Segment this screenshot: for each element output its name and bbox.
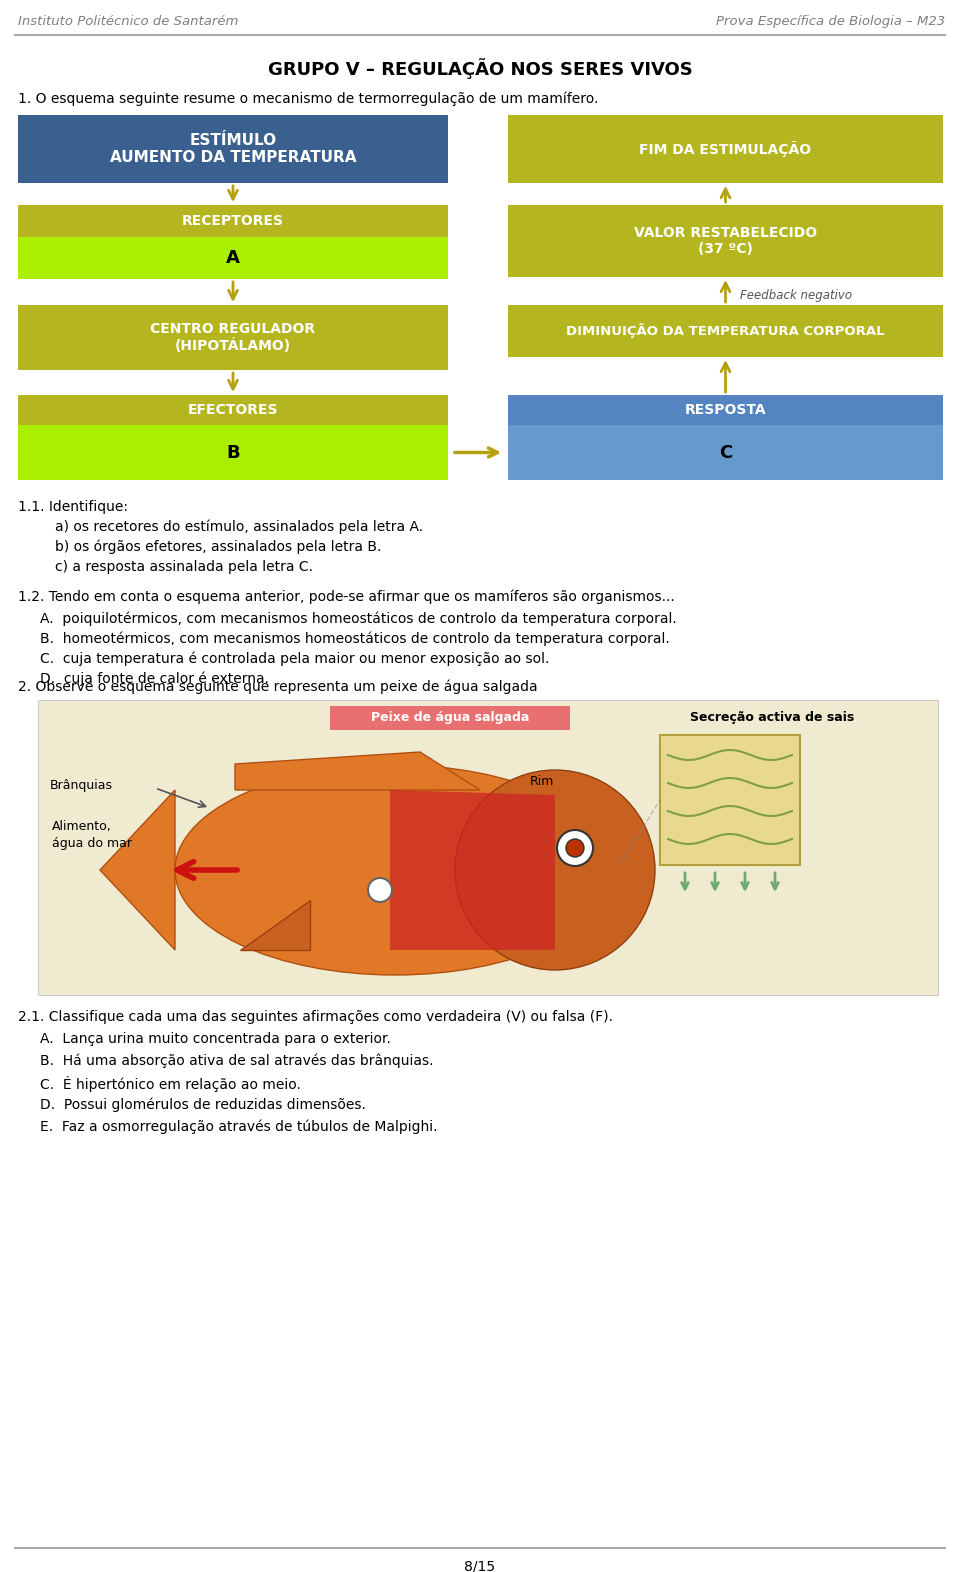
- Text: Secreção activa de sais: Secreção activa de sais: [690, 712, 854, 725]
- Text: B: B: [227, 443, 240, 462]
- Text: Instituto Politécnico de Santarém: Instituto Politécnico de Santarém: [18, 16, 238, 28]
- Text: Rim: Rim: [530, 775, 554, 788]
- Text: GRUPO V – REGULAÇÃO NOS SERES VIVOS: GRUPO V – REGULAÇÃO NOS SERES VIVOS: [268, 58, 692, 79]
- Bar: [18, 424, 448, 479]
- Circle shape: [566, 839, 584, 857]
- Bar: [18, 305, 448, 369]
- Text: C: C: [719, 443, 732, 462]
- Text: RECEPTORES: RECEPTORES: [182, 214, 284, 228]
- Text: c) a resposta assinalada pela letra C.: c) a resposta assinalada pela letra C.: [55, 560, 313, 574]
- Text: FIM DA ESTIMULAÇÃO: FIM DA ESTIMULAÇÃO: [639, 141, 811, 157]
- Text: DIMINUIÇÃO DA TEMPERATURA CORPORAL: DIMINUIÇÃO DA TEMPERATURA CORPORAL: [566, 324, 885, 338]
- Text: A.  poiquilotérmicos, com mecanismos homeostáticos de controlo da temperatura co: A. poiquilotérmicos, com mecanismos home…: [40, 612, 677, 627]
- Text: D.  Possui glomérulos de reduzidas dimensões.: D. Possui glomérulos de reduzidas dimens…: [40, 1097, 366, 1113]
- Text: C.  cuja temperatura é controlada pela maior ou menor exposição ao sol.: C. cuja temperatura é controlada pela ma…: [40, 652, 549, 667]
- Bar: [660, 736, 800, 865]
- Text: VALOR RESTABELECIDO
(37 ºC): VALOR RESTABELECIDO (37 ºC): [634, 226, 817, 256]
- Bar: [508, 115, 943, 182]
- Text: CENTRO REGULADOR
(HIPOTÁLAMO): CENTRO REGULADOR (HIPOTÁLAMO): [151, 322, 316, 354]
- Polygon shape: [240, 901, 310, 949]
- Text: D.  cuja fonte de calor é externa.: D. cuja fonte de calor é externa.: [40, 671, 269, 687]
- Text: 2. Observe o esquema seguinte que representa um peixe de água salgada: 2. Observe o esquema seguinte que repres…: [18, 681, 538, 695]
- Text: a) os recetores do estímulo, assinalados pela letra A.: a) os recetores do estímulo, assinalados…: [55, 520, 423, 534]
- Polygon shape: [100, 791, 175, 949]
- Ellipse shape: [455, 770, 655, 970]
- Text: 1. O esquema seguinte resume o mecanismo de termorregulação de um mamífero.: 1. O esquema seguinte resume o mecanismo…: [18, 93, 598, 107]
- Text: EFECTORES: EFECTORES: [188, 402, 278, 417]
- Text: ESTÍMULO
AUMENTO DA TEMPERATURA: ESTÍMULO AUMENTO DA TEMPERATURA: [109, 132, 356, 165]
- Text: Prova Específica de Biologia – M23: Prova Específica de Biologia – M23: [716, 16, 945, 28]
- Polygon shape: [390, 791, 555, 949]
- Text: Brânquias: Brânquias: [50, 778, 113, 791]
- Text: Alimento,
água do mar: Alimento, água do mar: [52, 821, 132, 850]
- Text: B.  Há uma absorção ativa de sal através das brânquias.: B. Há uma absorção ativa de sal através …: [40, 1053, 434, 1069]
- Text: A: A: [226, 248, 240, 267]
- Text: C.  É hipertónico em relação ao meio.: C. É hipertónico em relação ao meio.: [40, 1075, 300, 1093]
- Bar: [330, 706, 570, 729]
- Text: 1.1. Identifique:: 1.1. Identifique:: [18, 500, 128, 514]
- Circle shape: [557, 830, 593, 866]
- Text: b) os órgãos efetores, assinalados pela letra B.: b) os órgãos efetores, assinalados pela …: [55, 541, 381, 555]
- Bar: [508, 204, 943, 277]
- Bar: [18, 204, 448, 237]
- Text: B.  homeotérmicos, com mecanismos homeostáticos de controlo da temperatura corpo: B. homeotérmicos, com mecanismos homeost…: [40, 632, 670, 646]
- Text: E.  Faz a osmorregulação através de túbulos de Malpighi.: E. Faz a osmorregulação através de túbul…: [40, 1119, 438, 1135]
- Text: 1.2. Tendo em conta o esquema anterior, pode-se afirmar que os mamíferos são org: 1.2. Tendo em conta o esquema anterior, …: [18, 590, 675, 605]
- Text: 2.1. Classifique cada uma das seguintes afirmações como verdadeira (V) ou falsa : 2.1. Classifique cada uma das seguintes …: [18, 1009, 613, 1023]
- Circle shape: [368, 879, 392, 902]
- Text: A.  Lança urina muito concentrada para o exterior.: A. Lança urina muito concentrada para o …: [40, 1031, 391, 1045]
- Text: Peixe de água salgada: Peixe de água salgada: [371, 712, 529, 725]
- Bar: [508, 395, 943, 424]
- Bar: [18, 237, 448, 278]
- Text: Feedback negativo: Feedback negativo: [740, 289, 852, 302]
- Bar: [18, 115, 448, 182]
- Bar: [508, 305, 943, 357]
- Ellipse shape: [175, 766, 615, 975]
- Text: RESPOSTA: RESPOSTA: [684, 402, 766, 417]
- Bar: [38, 700, 938, 995]
- Bar: [18, 395, 448, 424]
- Bar: [508, 424, 943, 479]
- Text: 8/15: 8/15: [465, 1559, 495, 1572]
- Polygon shape: [235, 751, 480, 791]
